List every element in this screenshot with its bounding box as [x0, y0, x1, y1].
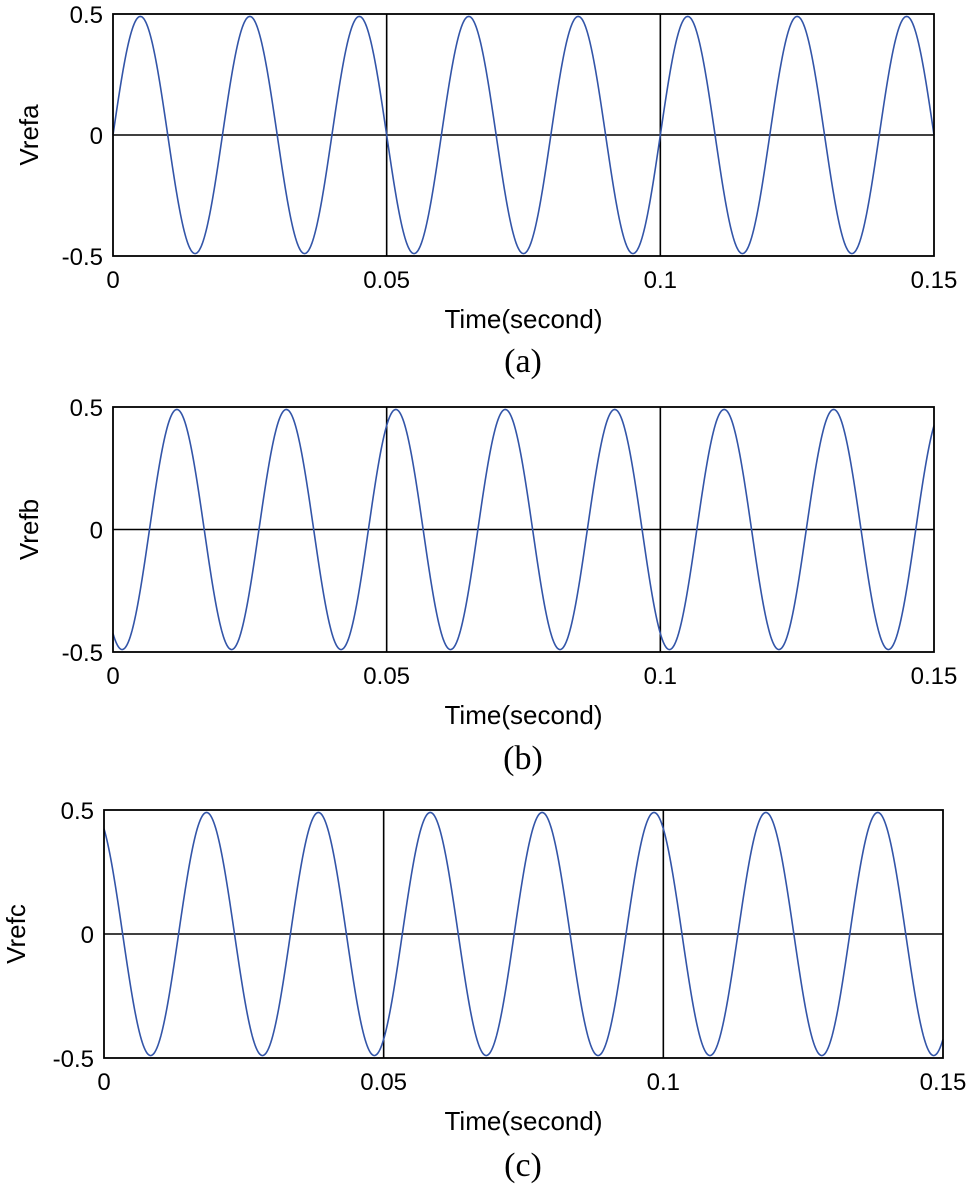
plot-frame	[103, 809, 944, 1059]
x-tick-label: 0.1	[644, 663, 677, 690]
x-tick-label: 0.05	[363, 663, 410, 690]
x-tick-label: 0.15	[911, 663, 958, 690]
x-tick-label: 0	[106, 663, 119, 690]
y-axis-label: Vrefa	[14, 104, 44, 166]
y-tick-label: -0.5	[62, 244, 103, 271]
x-axis-label: Time(second)	[445, 1106, 603, 1136]
x-tick-label: 0.15	[911, 267, 958, 294]
y-tick-label: 0	[81, 922, 94, 949]
x-tick-label: 0.1	[647, 1069, 680, 1096]
y-tick-label: -0.5	[53, 1046, 94, 1073]
x-tick-label: 0	[106, 267, 119, 294]
subplot-caption: (b)	[503, 740, 543, 777]
plot-frame	[112, 13, 935, 257]
x-axis-label: Time(second)	[445, 700, 603, 730]
subplot-caption: (c)	[504, 1147, 542, 1184]
subplot-caption: (a)	[504, 343, 542, 380]
y-tick-label: 0	[90, 518, 103, 545]
x-tick-label: 0	[97, 1069, 110, 1096]
y-axis-label: Vrefb	[14, 499, 44, 560]
y-tick-label: 0.5	[61, 798, 94, 825]
series-line-0	[112, 408, 935, 651]
plot-frame	[112, 406, 935, 653]
y-axis-label: Vrefc	[1, 904, 31, 964]
x-axis-label: Time(second)	[445, 304, 603, 334]
series-line-0	[103, 811, 944, 1057]
y-tick-label: 0.5	[70, 2, 103, 29]
series-line-0	[112, 15, 935, 255]
x-tick-label: 0.05	[360, 1069, 407, 1096]
y-tick-label: -0.5	[62, 640, 103, 667]
x-tick-label: 0.1	[644, 267, 677, 294]
y-tick-label: 0.5	[70, 395, 103, 422]
y-tick-label: 0	[90, 123, 103, 150]
x-tick-label: 0.05	[363, 267, 410, 294]
x-tick-label: 0.15	[920, 1069, 967, 1096]
